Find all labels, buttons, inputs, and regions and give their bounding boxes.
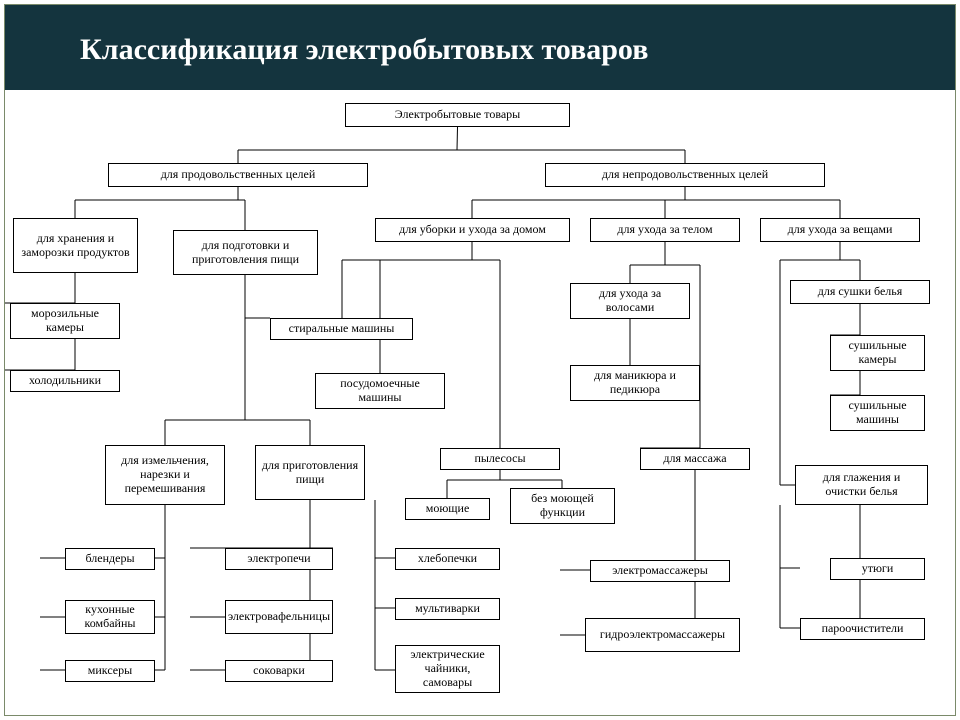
node-cooking: для подготовки и приготовления пищи xyxy=(173,230,318,275)
node-manicure: для маникюра и педикюра xyxy=(570,365,700,401)
header-bar: Классификация электробытовых товаров xyxy=(5,5,955,90)
node-nowash: без моющей функции xyxy=(510,488,615,524)
node-drycam: сушильные камеры xyxy=(830,335,925,371)
node-kettle: электрические чайники, самовары xyxy=(395,645,500,693)
node-washer: стиральные машины xyxy=(270,318,413,340)
node-cleaning: для уборки и ухода за домом xyxy=(375,218,570,242)
node-waffle: электровафельницы xyxy=(225,600,333,634)
node-juicer: соковарки xyxy=(225,660,333,682)
node-food: для продовольственных целей xyxy=(108,163,368,187)
node-massage: для массажа xyxy=(640,448,750,470)
node-ironing: для глажения и очистки белья xyxy=(795,465,928,505)
node-vacuum: пылесосы xyxy=(440,448,560,470)
page-title: Классификация электробытовых товаров xyxy=(80,33,648,67)
node-steam: пароочистители xyxy=(800,618,925,640)
node-dishwasher: посудомоечные машины xyxy=(315,373,445,409)
node-iron: утюги xyxy=(830,558,925,580)
node-hydro: гидроэлектромассажеры xyxy=(585,618,740,652)
node-grind: для измельчения, нарезки и перемешивания xyxy=(105,445,225,505)
node-prepare: для приготовления пищи xyxy=(255,445,365,500)
node-oven: электропечи xyxy=(225,548,333,570)
node-emass: электромассажеры xyxy=(590,560,730,582)
node-nonfood: для непродовольственных целей xyxy=(545,163,825,187)
node-blender: блендеры xyxy=(65,548,155,570)
node-hair: для ухода за волосами xyxy=(570,283,690,319)
node-bread: хлебопечки xyxy=(395,548,500,570)
node-wash_func: моющие xyxy=(405,498,490,520)
node-body: для ухода за телом xyxy=(590,218,740,242)
node-things: для ухода за вещами xyxy=(760,218,920,242)
node-dry: для сушки белья xyxy=(790,280,930,304)
node-mixer: миксеры xyxy=(65,660,155,682)
node-multi: мультиварки xyxy=(395,598,500,620)
node-combine: кухонные комбайны xyxy=(65,600,155,634)
node-fridge: холодильники xyxy=(10,370,120,392)
node-storage: для хранения и заморозки продуктов xyxy=(13,218,138,273)
node-drymach: сушильные машины xyxy=(830,395,925,431)
node-freezer: морозильные камеры xyxy=(10,303,120,339)
node-root: Электробытовые товары xyxy=(345,103,570,127)
